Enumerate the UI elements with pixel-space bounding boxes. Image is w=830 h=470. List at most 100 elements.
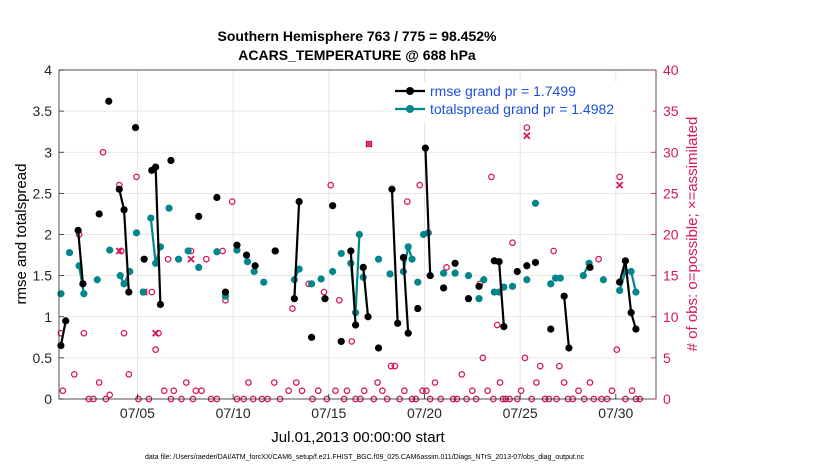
obs-possible-point <box>556 362 563 370</box>
obs-possible-point <box>521 354 529 362</box>
rmse-point <box>337 337 345 346</box>
rmse-point <box>105 97 113 105</box>
rmse-point <box>195 212 203 221</box>
totalspread-point <box>547 280 555 288</box>
rmse-point <box>547 325 555 333</box>
rmse-point <box>388 185 396 193</box>
obs-possible-point <box>59 387 67 395</box>
totalspread-point <box>616 286 624 295</box>
obs-assimilated-point <box>523 132 531 140</box>
rmse-point <box>414 304 422 313</box>
y-right-tick-label: 40 <box>663 62 679 78</box>
obs-possible-point <box>403 198 411 205</box>
obs-possible-point <box>608 387 616 395</box>
rmse-point <box>221 288 230 296</box>
totalspread-point <box>93 276 101 284</box>
y-right-tick-label: 0 <box>663 391 671 407</box>
rmse-point <box>347 247 355 255</box>
obs-possible-point <box>443 264 450 271</box>
totalspread-point <box>386 270 394 278</box>
obs-possible-point <box>360 387 368 395</box>
totalspread-point <box>195 263 203 271</box>
rmse-point <box>125 288 133 296</box>
obs-possible-point <box>613 346 621 353</box>
y-right-tick-label: 10 <box>663 309 679 325</box>
y-left-tick-label: 2.5 <box>33 185 53 201</box>
rmse-point <box>451 259 459 267</box>
rmse-point <box>242 251 251 259</box>
rmse-point <box>621 257 629 265</box>
chart-title-line2: ACARS_TEMPERATURE @ 688 hPa <box>238 47 476 63</box>
rmse-point <box>394 319 402 327</box>
totalspread-point <box>243 258 252 266</box>
rmse-point <box>627 309 635 317</box>
y-axis-left-label: rmse and totalspread <box>13 164 30 305</box>
totalspread-point <box>556 274 564 282</box>
obs-possible-point <box>80 329 88 337</box>
totalspread-point <box>106 246 114 254</box>
rmse-point <box>616 278 624 286</box>
y-right-tick-label: 30 <box>663 144 679 160</box>
rmse-point <box>62 317 70 325</box>
obs-possible-point <box>586 379 594 386</box>
totalspread-point <box>57 290 65 298</box>
rmse-point <box>213 193 221 202</box>
totalspread-point <box>440 269 448 277</box>
obs-possible-point <box>332 387 339 395</box>
rmse-point <box>290 295 298 303</box>
y-left-tick-label: 0.5 <box>33 350 53 366</box>
rmse-point <box>307 333 316 341</box>
x-axis-label: Jul.01,2013 00:00:00 start <box>271 429 445 446</box>
totalspread-point <box>531 199 540 207</box>
rmse-series-line <box>424 148 432 276</box>
legend-label-rmse: rmse grand pr = 1.7499 <box>430 83 576 99</box>
rmse-series-line <box>349 250 357 326</box>
obs-possible-point <box>423 387 430 395</box>
totalspread-point <box>139 288 147 296</box>
totalspread-point <box>414 278 422 286</box>
rmse-point <box>374 344 383 352</box>
rmse-point <box>500 323 508 331</box>
x-tick-label: 07/05 <box>120 405 155 421</box>
obs-possible-point <box>484 387 491 395</box>
x-tick-label: 07/10 <box>216 405 251 421</box>
obs-possible-point <box>320 288 328 296</box>
obs-possible-point <box>560 379 568 386</box>
obs-possible-point <box>182 379 190 386</box>
rmse-point <box>271 247 279 255</box>
obs-possible-point <box>133 173 140 181</box>
y-left-tick-label: 0 <box>44 391 52 407</box>
totalspread-point <box>523 276 531 284</box>
totalspread-point <box>337 249 345 258</box>
rmse-series-line <box>390 189 399 324</box>
totalspread-point <box>404 243 412 251</box>
rmse-point <box>251 262 259 270</box>
totalspread-point <box>329 267 337 276</box>
rmse-point <box>167 156 175 165</box>
obs-possible-point <box>270 379 278 386</box>
obs-possible-point <box>517 387 525 395</box>
totalspread-point <box>508 282 517 290</box>
rmse-point <box>156 300 165 309</box>
rmse-point <box>586 263 594 271</box>
rmse-point <box>115 185 123 193</box>
obs-possible-point <box>458 370 466 378</box>
y-right-tick-label: 25 <box>663 185 679 201</box>
rmse-point <box>79 280 87 288</box>
totalspread-point <box>295 265 303 273</box>
rmse-series-line <box>293 201 301 299</box>
totalspread-point <box>233 246 241 254</box>
totalspread-point <box>408 255 416 263</box>
totalspread-point <box>632 288 640 296</box>
totalspread-point <box>80 290 88 298</box>
totalspread-point <box>627 267 635 276</box>
legend-label-totalspread: totalspread grand pr = 1.4982 <box>430 101 614 117</box>
y-left-tick-label: 3.5 <box>33 103 53 119</box>
obs-possible-point <box>95 379 103 386</box>
rmse-series-line <box>362 267 370 317</box>
rmse-point <box>364 313 372 321</box>
obs-possible-point <box>170 387 178 395</box>
obs-possible-point <box>292 379 300 386</box>
rmse-point <box>95 210 103 218</box>
